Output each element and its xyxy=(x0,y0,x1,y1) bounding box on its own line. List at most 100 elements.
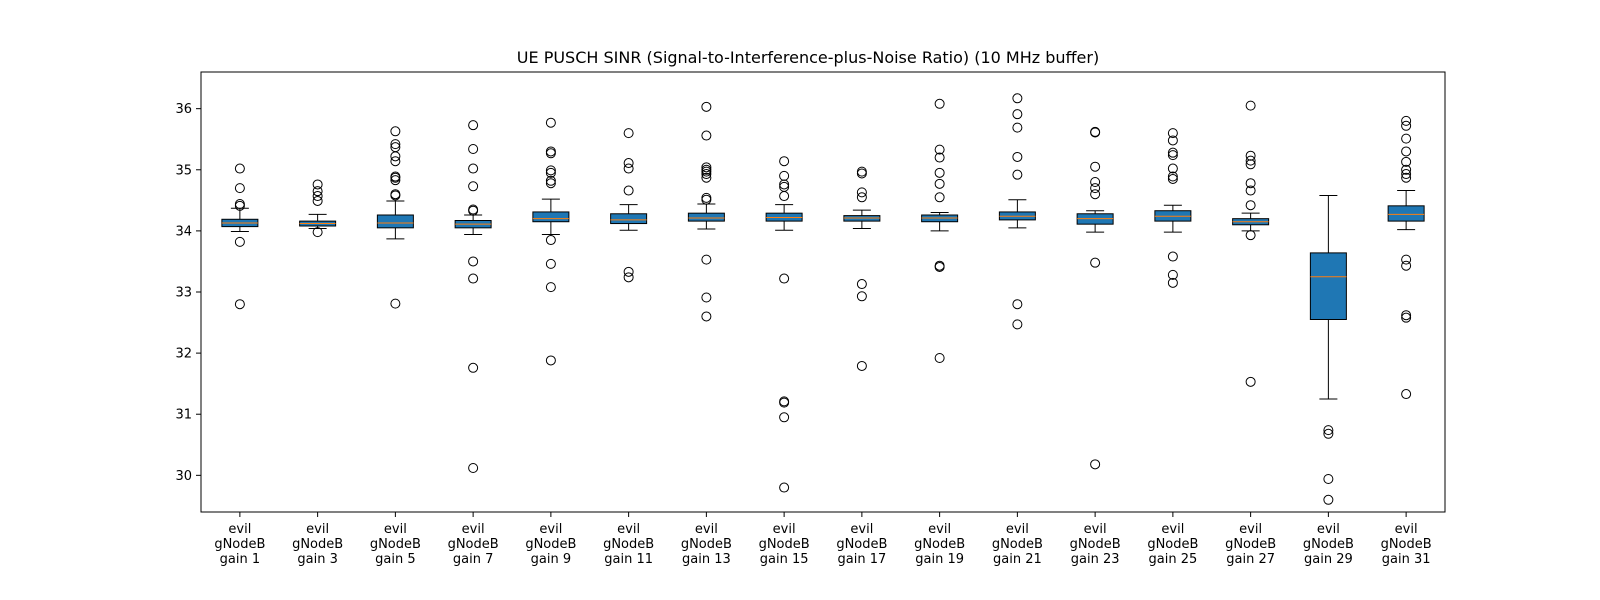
outlier-point xyxy=(1167,163,1178,174)
outlier-point xyxy=(934,167,945,178)
outlier-point xyxy=(934,178,945,189)
outlier-point xyxy=(1401,260,1412,271)
x-category-label-line: gNodeB xyxy=(1147,537,1198,552)
outlier-point xyxy=(1245,178,1256,189)
outlier-point xyxy=(1245,150,1256,161)
x-category-label-line: evil xyxy=(1006,522,1029,537)
outlier-point xyxy=(312,227,323,238)
outlier-point xyxy=(779,482,790,493)
x-category-label-line: gain 13 xyxy=(682,552,731,567)
outlier-point xyxy=(856,291,867,302)
outlier-point xyxy=(545,167,556,178)
outlier-point xyxy=(779,156,790,167)
outlier-point xyxy=(468,181,479,192)
x-category-label-line: evil xyxy=(462,522,485,537)
x-category-label-line: gNodeB xyxy=(992,537,1043,552)
outlier-point xyxy=(234,236,245,247)
x-category-label-line: gain 31 xyxy=(1382,552,1431,567)
outlier-point xyxy=(623,163,634,174)
x-category-label-line: gain 7 xyxy=(453,552,493,567)
x-category-label-line: gain 15 xyxy=(760,552,809,567)
box-group xyxy=(1076,126,1114,470)
box-group xyxy=(687,101,725,322)
chart-title: UE PUSCH SINR (Signal-to-Interference-pl… xyxy=(517,48,1099,67)
outlier-point xyxy=(1012,93,1023,104)
x-category-label-line: gNodeB xyxy=(759,537,810,552)
x-category-label-line: gNodeB xyxy=(914,537,965,552)
outlier-point xyxy=(1401,115,1412,126)
x-category-label-line: evil xyxy=(539,522,562,537)
outlier-point xyxy=(390,175,401,186)
x-category-label-line: gain 5 xyxy=(375,552,415,567)
iqr-box xyxy=(1387,205,1425,222)
box-group xyxy=(998,93,1036,330)
iqr-box xyxy=(376,214,414,229)
outlier-point xyxy=(1167,135,1178,146)
x-category-label-line: evil xyxy=(1317,522,1340,537)
x-category-label-line: gNodeB xyxy=(603,537,654,552)
outlier-point xyxy=(779,181,790,192)
outlier-point xyxy=(312,186,323,197)
outlier-point xyxy=(701,311,712,322)
outlier-point xyxy=(934,260,945,271)
x-category-label-line: gain 19 xyxy=(915,552,964,567)
outlier-point xyxy=(856,166,867,177)
outlier-point xyxy=(701,192,712,203)
x-category-label-line: gNodeB xyxy=(1381,537,1432,552)
x-category-label-line: gain 25 xyxy=(1149,552,1198,567)
outlier-point xyxy=(1090,126,1101,137)
outlier-point xyxy=(1090,257,1101,268)
y-tick-label: 34 xyxy=(175,224,192,239)
outlier-point xyxy=(701,162,712,173)
y-tick-label: 31 xyxy=(175,408,192,423)
box-group xyxy=(843,166,881,371)
outlier-point xyxy=(234,299,245,310)
box-group xyxy=(1232,100,1270,387)
outlier-point xyxy=(1167,147,1178,158)
x-category-label-line: evil xyxy=(306,522,329,537)
outlier-point xyxy=(1401,312,1412,323)
outlier-point xyxy=(1323,494,1334,505)
outlier-point xyxy=(468,144,479,154)
outlier-point xyxy=(1012,122,1023,133)
outlier-point xyxy=(545,282,556,293)
outlier-point xyxy=(1401,156,1412,167)
box-group xyxy=(1154,128,1192,288)
box-group xyxy=(454,120,492,473)
box-group xyxy=(532,117,570,366)
x-category-label-line: evil xyxy=(384,522,407,537)
outlier-point xyxy=(1012,319,1023,330)
outlier-point xyxy=(701,130,712,141)
outlier-point xyxy=(468,463,479,473)
y-axis: 30 31 32 33 34 35 36 xyxy=(175,102,201,484)
y-tick-label: 36 xyxy=(175,102,192,117)
x-category-label-line: evil xyxy=(1395,522,1418,537)
x-category-label-line: gNodeB xyxy=(214,537,265,552)
outlier-point xyxy=(545,178,556,189)
outlier-point xyxy=(1401,120,1412,131)
iqr-box xyxy=(687,212,725,222)
x-category-label-line: gNodeB xyxy=(370,537,421,552)
outlier-point xyxy=(701,164,712,175)
outlier-point xyxy=(779,412,790,423)
outlier-point xyxy=(1323,428,1334,439)
x-category-label-line: gNodeB xyxy=(525,537,576,552)
x-category-label-line: evil xyxy=(617,522,640,537)
outlier-point xyxy=(1245,155,1256,166)
x-category-label-line: gNodeB xyxy=(292,537,343,552)
outlier-point xyxy=(623,272,634,283)
outlier-point xyxy=(545,175,556,186)
outlier-point xyxy=(468,163,479,174)
outlier-point xyxy=(545,146,556,157)
outlier-point xyxy=(468,273,479,284)
x-category-label-line: gNodeB xyxy=(836,537,887,552)
